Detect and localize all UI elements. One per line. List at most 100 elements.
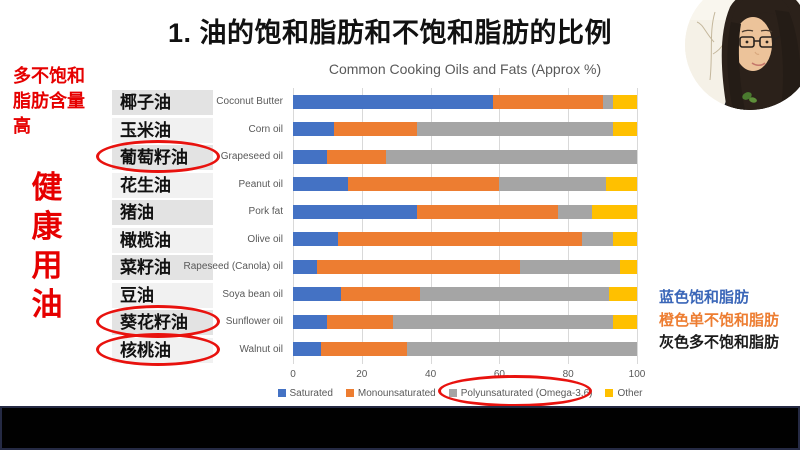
x-tick-label: 20	[356, 369, 368, 380]
bar-segment	[293, 204, 417, 219]
headline-char: 油	[31, 287, 63, 322]
presenter-hair-right	[775, 10, 800, 110]
bar-segment	[293, 287, 342, 302]
bar-segment	[320, 342, 407, 357]
bar-segment	[609, 287, 637, 302]
bar-segment	[293, 314, 328, 329]
legend-label: Saturated	[289, 387, 333, 399]
bar-row	[293, 122, 637, 137]
legend-swatch	[277, 389, 286, 397]
legend-swatch	[605, 389, 614, 397]
bottom-black-bar	[0, 406, 800, 450]
slide-title: 1. 油的饱和脂肪和不饱和脂肪的比例	[167, 18, 613, 48]
headline-char: 康	[31, 209, 63, 244]
bar-segment	[293, 259, 318, 274]
bar-segment	[520, 259, 620, 274]
category-label: Soya bean oil	[222, 288, 283, 300]
category-label: Walnut oil	[239, 343, 283, 355]
bar-row	[293, 259, 637, 274]
gridline	[293, 88, 294, 364]
bar-row	[293, 287, 637, 302]
bar-segment	[327, 314, 393, 329]
bar-segment	[293, 177, 349, 192]
oil-list-item: 猪油	[112, 200, 213, 225]
gridline	[361, 88, 363, 364]
bar-segment	[293, 232, 338, 247]
bar-row	[293, 342, 637, 357]
bar-row	[293, 177, 637, 192]
oil-list-item: 豆油	[112, 282, 213, 308]
gridline	[568, 88, 570, 364]
bar-segment	[492, 94, 603, 109]
plot-area	[293, 88, 638, 364]
oil-list-item: 菜籽油	[112, 255, 213, 280]
legend-item: Monounsaturated	[345, 387, 436, 399]
red-circle-legend-annotation	[438, 375, 592, 407]
bar-row	[293, 204, 637, 219]
bar-segment	[612, 314, 637, 329]
chart-title: Common Cooking Oils and Fats (Approx %)	[328, 61, 602, 77]
category-label: Coconut Butter	[216, 96, 283, 107]
bar-segment	[348, 177, 500, 192]
bar-segment	[334, 122, 417, 137]
bar-segment	[337, 232, 582, 247]
bar-segment	[416, 122, 613, 137]
category-label: Pork fat	[248, 206, 283, 217]
bar-segment	[612, 122, 637, 137]
x-tick-label: 0	[290, 369, 296, 380]
bar-segment	[293, 94, 493, 109]
presenter-portrait	[685, 0, 800, 110]
bar-segment	[581, 232, 613, 247]
bar-segment	[317, 259, 521, 274]
presenter-hair-left	[727, 22, 745, 110]
legend-swatch	[345, 389, 354, 397]
legend-label: Other	[617, 387, 643, 399]
bar-segment	[602, 94, 613, 109]
x-tick-label: 100	[628, 369, 646, 380]
presenter-webcam	[685, 0, 800, 110]
bar-segment	[341, 287, 421, 302]
bar-segment	[293, 122, 335, 137]
gridline	[637, 88, 638, 364]
healthy-oil-headline: 健康用油	[25, 168, 69, 324]
bar-row	[293, 94, 637, 109]
category-label: Sunflower oil	[225, 316, 283, 327]
bar-segment	[612, 232, 637, 247]
category-label: Olive oil	[247, 233, 283, 245]
bar-segment	[385, 149, 637, 164]
leaf-brooch	[742, 92, 752, 100]
bar-segment	[327, 149, 386, 164]
oil-list-item: 花生油	[112, 172, 213, 198]
category-label: Rapeseed (Canola) oil	[183, 261, 283, 272]
oil-list-item: 椰子油	[112, 90, 213, 115]
x-tick-label: 40	[425, 369, 437, 380]
color-key: 蓝色饱和脂肪橙色单不饱和脂肪 灰色多不饱和脂肪	[659, 287, 799, 355]
left-note-text: 多不饱和脂肪含量高	[13, 66, 85, 136]
bar-row	[293, 232, 637, 247]
bar-segment	[592, 204, 637, 219]
legend-item: Saturated	[277, 387, 333, 399]
color-key-line: 灰色多不饱和脂肪	[659, 334, 780, 351]
legend-label: Monounsaturated	[357, 387, 436, 399]
bar-segment	[392, 314, 613, 329]
bar-segment	[612, 94, 637, 109]
gridline	[499, 88, 501, 364]
headline-char: 用	[31, 248, 63, 283]
red-circle-annotation	[96, 332, 220, 366]
bar-row	[293, 314, 637, 329]
category-labels: Coconut Butter Corn oil Grapeseed oil Peanu…	[150, 88, 288, 364]
bar-segment	[606, 177, 637, 192]
oil-list-item: 玉米油	[112, 117, 213, 143]
bar-segment	[416, 204, 558, 219]
category-label: Peanut oil	[238, 178, 283, 190]
glasses-icon	[739, 35, 781, 48]
legend-item: Other	[605, 388, 642, 399]
color-key-line: 橙色单不饱和脂肪	[659, 311, 780, 329]
color-key-line: 蓝色饱和脂肪	[659, 289, 750, 306]
x-tick-label: 80	[562, 369, 574, 380]
bar-segment	[293, 342, 321, 357]
bar-segment	[619, 259, 637, 274]
bar-segment	[499, 177, 607, 192]
category-label: Corn oil	[248, 123, 283, 135]
